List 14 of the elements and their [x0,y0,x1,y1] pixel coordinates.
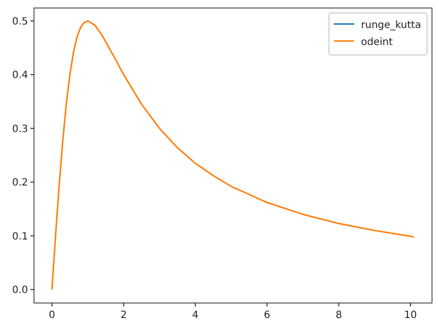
x-tick-label: 4 [192,310,199,321]
x-tick-label: 8 [336,310,342,321]
y-tick-label: 0.0 [12,285,28,296]
x-tick-label: 2 [120,310,127,321]
x-tick-label: 0 [48,310,56,321]
y-tick-label: 0.1 [12,231,28,242]
y-tick-label: 0.3 [12,124,28,135]
y-tick-label: 0.4 [12,70,28,82]
legend-label: odeint [361,37,393,48]
x-tick-label: 10 [404,310,417,321]
x-tick-label: 6 [264,310,270,321]
y-tick-label: 0.2 [12,178,28,189]
legend-label: runge_kutta [361,20,422,31]
y-tick-label: 0.5 [12,16,28,28]
